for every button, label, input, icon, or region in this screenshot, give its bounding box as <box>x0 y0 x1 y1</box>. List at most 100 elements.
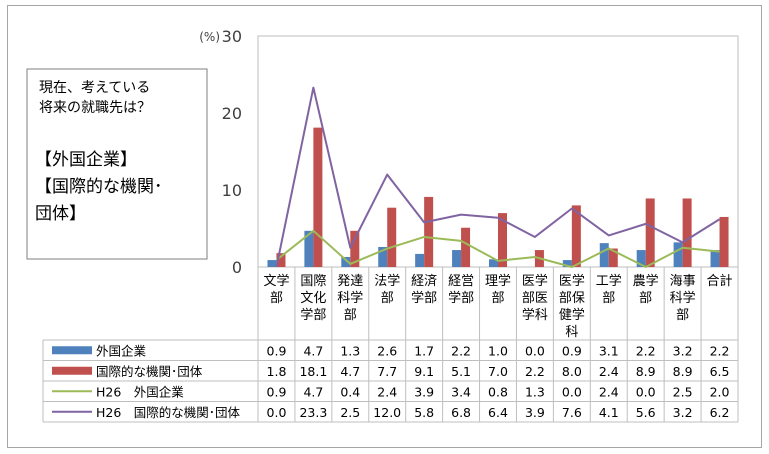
category-label: 法学 <box>374 273 400 289</box>
data-label: 2.4 <box>377 384 397 399</box>
series-line-h26-foreign-company <box>275 229 720 268</box>
data-label: 0.0 <box>636 384 656 399</box>
category-label: 文学 <box>263 273 289 289</box>
data-label: 5.6 <box>636 405 656 420</box>
data-label: 2.2 <box>710 343 730 358</box>
data-label: 0.9 <box>562 343 582 358</box>
category-label: 学部 <box>300 307 326 323</box>
data-label: 4.1 <box>599 405 619 420</box>
data-label: 7.7 <box>377 364 397 379</box>
data-label: 23.3 <box>299 405 327 420</box>
bar-foreign-company <box>452 250 462 267</box>
bar-foreign-company <box>415 253 425 267</box>
category-label: 理学 <box>485 273 511 289</box>
category-label: 科 <box>565 325 578 340</box>
data-label: 3.1 <box>599 343 619 358</box>
data-label: 3.2 <box>673 405 693 420</box>
bar-international-org <box>313 127 323 267</box>
legend-label: 外国企業 <box>96 343 147 358</box>
category-label: 部保 <box>559 291 585 306</box>
legend-label: H26 外国企業 <box>96 384 184 399</box>
bar-foreign-company <box>599 243 609 267</box>
y-tick-label: 30 <box>222 27 242 46</box>
data-label: 1.8 <box>267 364 287 379</box>
bar-international-org <box>682 198 692 267</box>
data-label: 4.7 <box>303 384 323 399</box>
data-label: 0.9 <box>267 343 287 358</box>
data-label: 12.0 <box>373 405 401 420</box>
bar-international-org <box>608 248 618 267</box>
legend-label: H26 国際的な機関･団体 <box>96 405 241 420</box>
bar-international-org <box>276 253 286 267</box>
data-label: 0.4 <box>340 384 360 399</box>
data-label: 6.5 <box>710 364 730 379</box>
data-label: 9.1 <box>414 364 434 379</box>
category-label: 部 <box>381 291 394 306</box>
data-label: 2.5 <box>673 384 693 399</box>
data-label: 8.0 <box>562 364 582 379</box>
y-axis-unit: (%) <box>199 30 220 44</box>
data-label: 1.0 <box>488 343 508 358</box>
annotation-topic-line: 【国際的な機関･ <box>35 177 163 197</box>
annotation-topic-line: 団体】 <box>35 204 86 224</box>
category-label: 工学 <box>596 273 622 289</box>
annotation-topic-line: 【外国企業】 <box>35 150 137 170</box>
data-label: 0.9 <box>267 384 287 399</box>
data-label: 3.9 <box>414 384 434 399</box>
y-tick-label: 10 <box>222 181 242 200</box>
data-label: 8.9 <box>673 364 693 379</box>
chart-frame: 現在、考えている 将来の就職先は？ 【外国企業】 【国際的な機関･ 団体】 (%… <box>7 5 762 448</box>
data-label: 5.1 <box>451 364 471 379</box>
data-label: 3.4 <box>451 384 471 399</box>
data-label: 5.8 <box>414 405 434 420</box>
y-axis: 0 10 20 30 <box>222 27 739 277</box>
data-label: 6.8 <box>451 405 471 420</box>
data-label: 2.2 <box>636 343 656 358</box>
chart-canvas: 現在、考えている 将来の就職先は？ 【外国企業】 【国際的な機関･ 団体】 (%… <box>26 27 739 423</box>
category-label: 経済 <box>411 273 437 289</box>
bar-international-org <box>498 213 507 267</box>
data-label: 2.5 <box>340 405 360 420</box>
data-label: 2.6 <box>377 343 397 358</box>
bar-international-org <box>424 196 434 267</box>
bar-international-org <box>645 198 655 267</box>
data-label: 0.0 <box>562 384 582 399</box>
legend-label: 国際的な機関･団体 <box>96 364 203 379</box>
data-label: 0.8 <box>488 384 508 399</box>
data-label: 2.2 <box>525 364 545 379</box>
bar-foreign-company <box>304 230 314 267</box>
bar-foreign-company <box>341 256 351 267</box>
category-label: 経営 <box>448 274 474 289</box>
data-label: 3.9 <box>525 405 545 420</box>
data-label: 2.0 <box>710 384 730 399</box>
category-label: 健学 <box>559 307 585 323</box>
bar-international-org <box>571 205 581 267</box>
category-label: 科学 <box>670 290 696 306</box>
category-label: 部 <box>639 291 652 306</box>
data-label: 2.2 <box>451 343 471 358</box>
annotation-question-line: 将来の就職先は？ <box>39 100 151 116</box>
bar-foreign-company <box>489 259 498 267</box>
data-label: 2.4 <box>599 384 619 399</box>
bar-foreign-company <box>710 250 720 267</box>
category-label: 部 <box>602 291 615 306</box>
category-label: 海事 <box>670 274 696 289</box>
category-label: 部 <box>344 308 357 323</box>
bar-international-org <box>461 227 471 267</box>
data-label: 1.3 <box>340 343 360 358</box>
category-label: 医学 <box>522 273 548 289</box>
category-label: 学部 <box>448 290 474 306</box>
category-label: 文化 <box>300 291 326 306</box>
legend-swatch <box>52 346 92 355</box>
bar-foreign-company <box>267 260 277 267</box>
data-label: 0.0 <box>267 405 287 420</box>
data-label: 3.2 <box>673 343 693 358</box>
bar-foreign-company <box>636 250 646 267</box>
annotation-box: 現在、考えている 将来の就職先は？ 【外国企業】 【国際的な機関･ 団体】 <box>26 68 208 260</box>
data-label: 6.4 <box>488 405 508 420</box>
data-table: 文学部国際文化学部発達科学部法学部経済学部経営学部理学部医学部医学科医学部保健学… <box>42 267 739 423</box>
category-label: 農学 <box>633 273 659 289</box>
data-label: 1.7 <box>414 343 434 358</box>
bar-foreign-company <box>378 246 388 267</box>
category-label: 部 <box>270 291 283 306</box>
